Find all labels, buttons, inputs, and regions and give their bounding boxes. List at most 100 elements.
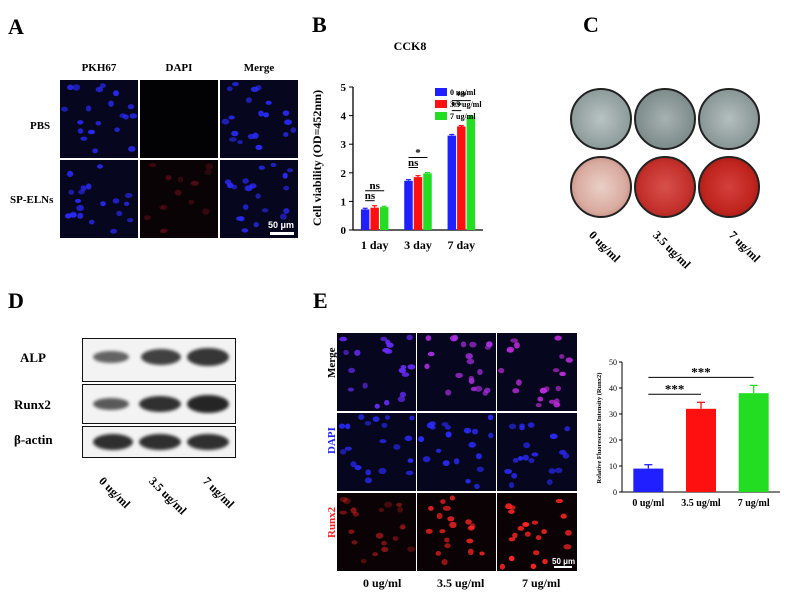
cell-nucleus (88, 219, 95, 225)
cell-nucleus (339, 449, 347, 455)
cell-nucleus (449, 495, 455, 501)
x-tick-label: 7 day (447, 238, 475, 252)
cell-nucleus (466, 358, 475, 365)
cell-nucleus (124, 193, 133, 198)
cell-nucleus (563, 544, 572, 550)
x-tick-label: 3 day (404, 238, 432, 252)
blot-beta-actin (82, 426, 236, 458)
micrograph-elns-dapi (140, 160, 218, 238)
panel-a-row-label: PBS (30, 120, 51, 132)
cell-nucleus (165, 175, 172, 181)
cell-nucleus (508, 423, 517, 430)
cell-nucleus (190, 180, 199, 186)
cell-nucleus (250, 86, 259, 92)
cell-nucleus (228, 115, 235, 120)
micrograph-runx2-7 (497, 493, 577, 571)
cell-nucleus (280, 213, 287, 220)
cell-nucleus (484, 387, 491, 393)
legend-swatch (435, 100, 447, 108)
cell-nucleus (453, 458, 460, 465)
cell-nucleus (508, 509, 515, 514)
runx2-intensity-chart: 0 10 20 30 40 50 Relative Fluorescence Intensi… (596, 358, 780, 509)
cell-nucleus (441, 559, 448, 566)
cell-nucleus (546, 479, 553, 485)
cell-nucleus (544, 386, 550, 392)
cell-nucleus (224, 179, 232, 185)
panel-d-dose-label: 3.5 ug/ml (146, 474, 190, 518)
nuclei-layer (498, 335, 573, 408)
cell-nucleus (345, 423, 351, 430)
cell-nucleus (362, 382, 368, 389)
y-tick-label: 50 (609, 358, 617, 367)
cell-nucleus (508, 482, 515, 489)
cell-nucleus (159, 205, 165, 210)
cell-nucleus (460, 341, 467, 348)
cell-nucleus (435, 448, 442, 453)
blot-band (93, 398, 129, 410)
cell-nucleus (75, 198, 81, 203)
cell-nucleus (232, 82, 239, 87)
cell-nucleus (559, 371, 566, 377)
cell-nucleus (255, 144, 263, 150)
cell-nucleus (129, 113, 138, 119)
panel-a-col-header: Merge (243, 62, 275, 74)
cell-nucleus (228, 137, 237, 142)
bar (404, 180, 413, 230)
cell-nucleus (380, 336, 388, 342)
cell-nucleus (510, 338, 518, 343)
cell-nucleus (542, 558, 548, 565)
cell-nucleus (350, 461, 357, 468)
micrograph-merge-0 (337, 333, 416, 411)
cell-nucleus (67, 170, 74, 177)
panel-label-a: A (8, 14, 24, 39)
panel-e-col-label: 0 ug/ml (363, 576, 402, 590)
micrograph-merge-7 (497, 333, 577, 411)
cell-nucleus (499, 563, 505, 570)
cell-nucleus (379, 439, 387, 444)
cell-nucleus (444, 543, 451, 549)
cell-nucleus (95, 86, 104, 93)
cell-nucleus (283, 185, 290, 191)
cell-nucleus (61, 106, 68, 112)
cell-nucleus (160, 228, 169, 233)
micrograph-elns-pkh67 (60, 160, 138, 238)
cell-nucleus (504, 469, 512, 474)
cell-nucleus (351, 540, 358, 545)
micrograph-dapi-0 (337, 413, 416, 491)
cell-nucleus (242, 178, 249, 184)
cell-nucleus (516, 379, 522, 386)
cell-nucleus (381, 422, 388, 428)
cell-nucleus (282, 172, 288, 179)
cell-nucleus (465, 519, 472, 525)
cell-nucleus (445, 431, 452, 438)
cell-nucleus (385, 339, 391, 345)
cell-nucleus (565, 529, 572, 536)
panel-c-dose-label: 7 ug/ml (726, 228, 764, 266)
cell-nucleus (95, 121, 102, 126)
cell-nucleus (470, 386, 477, 392)
cell-nucleus (468, 375, 474, 381)
cell-nucleus (72, 84, 81, 91)
cell-nucleus (77, 212, 84, 219)
y-tick-label: 4 (341, 111, 347, 123)
cell-nucleus (352, 511, 360, 517)
panel-e-image-grid (337, 333, 577, 571)
micrograph-dapi-7 (497, 413, 577, 491)
cell-nucleus (100, 201, 106, 207)
staining-dish (634, 156, 696, 218)
cell-nucleus (202, 208, 210, 215)
panel-e-col-label: 3.5 ug/ml (437, 576, 485, 590)
cell-nucleus (530, 563, 537, 570)
cell-nucleus (221, 118, 230, 125)
cell-nucleus (440, 499, 446, 504)
significance-label: ns (369, 180, 380, 192)
blot-band (93, 351, 129, 363)
cell-nucleus (531, 452, 539, 457)
cell-nucleus (474, 483, 480, 489)
cell-nucleus (488, 432, 494, 439)
cell-nucleus (283, 132, 289, 137)
cck8-chart: CCK8 0 1 2 3 4 5 Cell viability (OD=452nm) 1 day… (310, 39, 483, 252)
staining-dish (698, 156, 760, 218)
y-tick-label: 30 (609, 410, 617, 419)
legend-swatch (435, 88, 447, 96)
